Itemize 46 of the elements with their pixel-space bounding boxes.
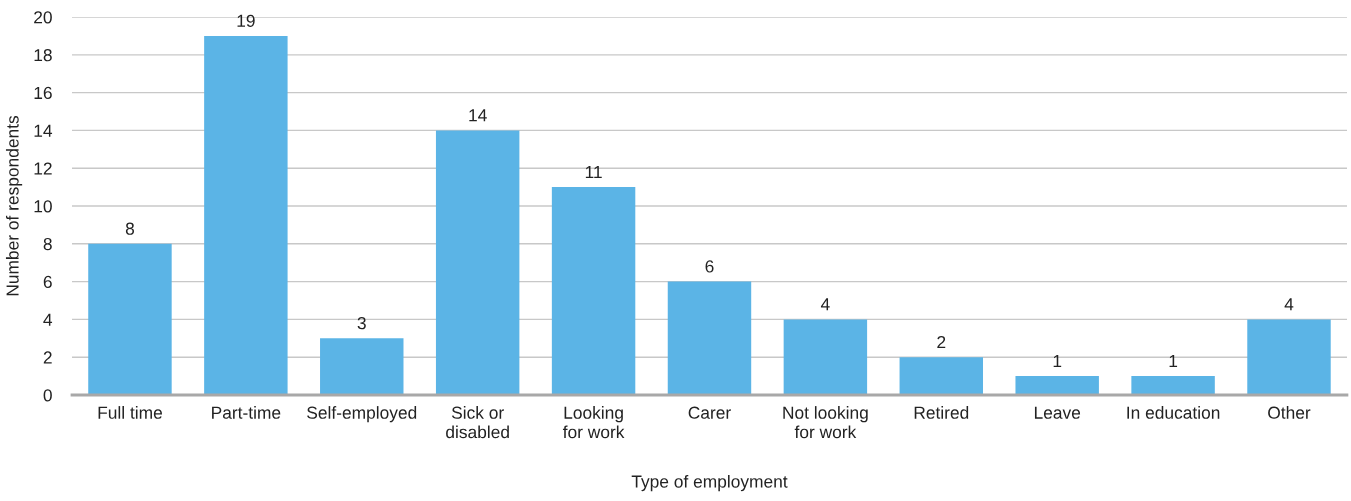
y-tick-label: 6 — [43, 275, 52, 289]
data-label: 19 — [237, 14, 255, 27]
bar — [320, 338, 404, 395]
y-tick-label: 14 — [34, 124, 53, 137]
bar — [667, 281, 752, 395]
x-tick-label: Retired — [914, 406, 969, 419]
y-tick-label: 18 — [34, 49, 52, 62]
y-tick-label: 8 — [43, 237, 52, 251]
bar — [1131, 376, 1215, 395]
data-label: 6 — [705, 260, 714, 273]
x-tick-label: In education — [1127, 406, 1220, 419]
y-tick-label: 20 — [34, 11, 52, 24]
data-label: 8 — [125, 222, 135, 235]
x-tick-label: Part-time — [212, 406, 281, 419]
data-label: 4 — [820, 298, 830, 311]
y-tick-label: 4 — [43, 313, 53, 326]
y-tick-label: 2 — [43, 351, 52, 364]
data-label: 4 — [1284, 298, 1294, 311]
bar — [899, 357, 984, 395]
bar — [88, 243, 172, 395]
x-tick-label: Not looking for work — [783, 406, 868, 439]
x-tick-label: Full time — [98, 406, 162, 419]
y-tick-label: 12 — [34, 162, 52, 175]
x-tick-label: Self-employed — [307, 406, 417, 423]
data-label: 11 — [585, 166, 602, 178]
bar — [435, 130, 520, 395]
bar — [204, 35, 288, 395]
y-tick-label: 16 — [34, 86, 52, 100]
data-label: 1 — [1053, 354, 1062, 367]
x-tick-label: Sick or disabled — [446, 406, 509, 439]
y-axis-title: Number of respondents — [5, 115, 23, 296]
bar — [783, 319, 868, 395]
data-label: 2 — [937, 335, 946, 349]
data-label: 14 — [469, 109, 487, 122]
y-tick-label: 10 — [34, 200, 52, 213]
x-axis-title: Type of employment — [631, 474, 788, 492]
data-label: 3 — [357, 317, 366, 330]
bar — [1015, 376, 1099, 395]
x-tick-label: Other — [1268, 406, 1311, 419]
x-tick-label: Looking for work — [562, 406, 625, 439]
bar — [551, 187, 636, 395]
y-tick-label: 0 — [43, 389, 52, 402]
bar — [1247, 319, 1331, 395]
x-tick-label: Leave — [1034, 406, 1081, 419]
x-tick-label: Carer — [688, 406, 731, 419]
data-label: 1 — [1169, 354, 1178, 367]
